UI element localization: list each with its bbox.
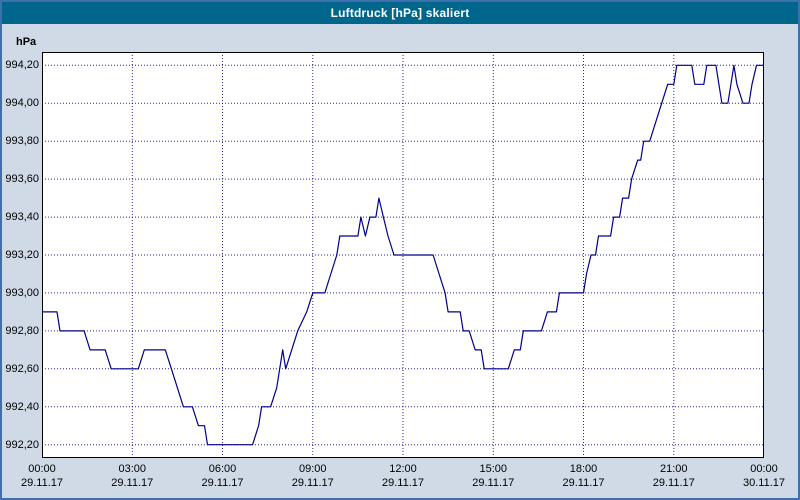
- x-tick-label: 00:00 30.11.17: [733, 462, 795, 490]
- x-tick-label: 18:00 29.11.17: [553, 462, 615, 490]
- y-tick-label: 993,60: [5, 173, 39, 186]
- x-tick-time: 15:00: [479, 463, 508, 475]
- x-tick-time: 00:00: [750, 463, 778, 475]
- x-tick-label: 00:00 29.11.17: [11, 462, 73, 490]
- window-title: Luftdruck [hPa] skaliert: [330, 6, 470, 20]
- x-tick-time: 00:00: [28, 463, 56, 475]
- chart-region: hPa 994,20 994,00 993,80 993,60 993,40 993,20…: [2, 24, 798, 498]
- y-tick-label: 992,20: [5, 438, 39, 451]
- y-tick-label: 993,80: [5, 135, 39, 148]
- y-tick-label: 993,20: [5, 249, 39, 261]
- x-tick-time: 03:00: [118, 463, 147, 475]
- x-tick-date: 29.11.17: [201, 477, 244, 489]
- pressure-series-line: [42, 64, 764, 446]
- y-tick-label: 993,40: [5, 211, 39, 224]
- pressure-line-chart: [42, 52, 764, 458]
- y-axis-unit-label: hPa: [16, 36, 37, 48]
- x-tick-label: 15:00 29.11.17: [462, 462, 524, 490]
- y-tick-label: 992,60: [5, 362, 39, 375]
- x-tick-date: 29.11.17: [562, 477, 605, 489]
- x-tick-time: 12:00: [389, 463, 417, 475]
- x-tick-time: 06:00: [208, 463, 237, 475]
- x-tick-label: 09:00 29.11.17: [282, 462, 344, 490]
- y-tick-label: 992,40: [5, 400, 39, 413]
- x-tick-date: 29.11.17: [20, 477, 63, 489]
- x-tick-label: 21:00 29.11.17: [643, 462, 705, 490]
- x-tick-date: 29.11.17: [381, 477, 424, 489]
- x-tick-label: 03:00 29.11.17: [101, 462, 163, 490]
- plot-border: [42, 52, 764, 458]
- x-tick-time: 21:00: [659, 463, 688, 475]
- window-title-bar[interactable]: Luftdruck [hPa] skaliert: [2, 2, 798, 24]
- x-tick-date: 29.11.17: [652, 477, 695, 489]
- y-tick-label: 992,80: [5, 324, 39, 337]
- x-tick-label: 12:00 29.11.17: [372, 462, 434, 490]
- x-tick-time: 09:00: [298, 463, 327, 475]
- x-tick-date: 30.11.17: [742, 477, 785, 489]
- y-tick-label: 993,00: [5, 286, 39, 299]
- y-tick-label: 994,20: [5, 59, 39, 72]
- x-tick-date: 29.11.17: [291, 477, 334, 489]
- x-tick-label: 06:00 29.11.17: [192, 462, 254, 490]
- y-tick-label: 994,00: [5, 97, 39, 110]
- x-tick-date: 29.11.17: [111, 477, 154, 489]
- x-tick-date: 29.11.17: [472, 477, 515, 489]
- x-tick-time: 18:00: [569, 463, 598, 475]
